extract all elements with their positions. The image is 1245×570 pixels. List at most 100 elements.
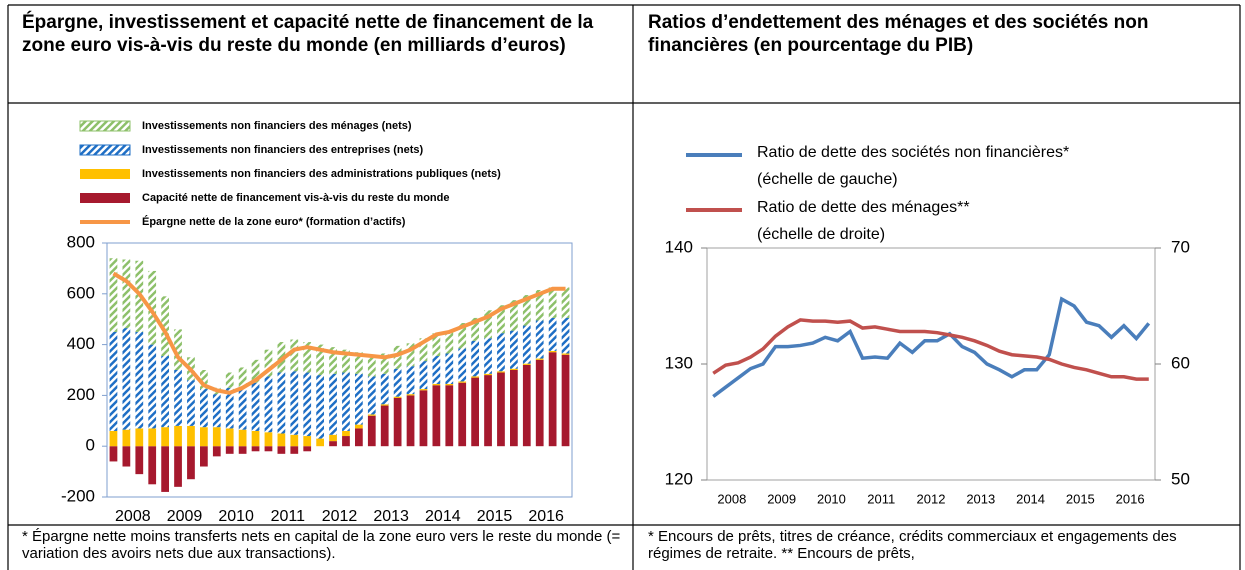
bar-segment [432, 356, 441, 384]
bar-segment [277, 446, 286, 454]
y2-tick-label: 70 [1171, 237, 1190, 256]
bar-segment [548, 350, 557, 353]
bar-segment [380, 404, 389, 406]
bar-segment [290, 371, 299, 435]
bar-segment [522, 295, 531, 326]
bar-segment [303, 446, 312, 452]
bar-segment [277, 433, 286, 447]
bar-segment [122, 328, 131, 430]
right-footnote: * Encours de prêts, titres de créance, c… [648, 528, 1177, 562]
bar-segment [419, 361, 428, 390]
bar-segment [161, 427, 169, 447]
bar-segment [484, 375, 492, 447]
bar-segment [471, 377, 479, 447]
bar-segment [535, 320, 544, 359]
bar-segment [303, 342, 312, 373]
bar-segment [393, 397, 402, 447]
y-tick-label: -200 [61, 486, 95, 505]
bar-segment [264, 432, 273, 447]
bar-segment [161, 296, 169, 357]
bar-segment [135, 331, 144, 429]
bar-segment [290, 339, 299, 372]
x-tick-label: 2009 [167, 508, 203, 525]
bar-segment [212, 446, 221, 457]
bar-segment [406, 343, 415, 367]
bar-segment [535, 289, 544, 321]
bar-segment [522, 364, 531, 447]
bar-segment [445, 353, 454, 384]
bar-segment [355, 424, 363, 429]
bar-segment [200, 446, 208, 467]
bar-segment [471, 317, 479, 341]
legend-note: (échelle de gauche) [757, 171, 898, 188]
bar-segment [290, 434, 299, 447]
bar-segment [225, 446, 234, 454]
bar-segment [367, 414, 376, 416]
x-tick-label: 2008 [717, 491, 746, 506]
savings-line [112, 271, 566, 395]
bar-segment [187, 446, 195, 480]
bar-segment [212, 427, 221, 447]
y2-tick-label: 60 [1171, 353, 1190, 372]
legend-swatch [80, 193, 130, 203]
bar-segment [303, 436, 312, 447]
x-tick-label: 2013 [373, 508, 409, 525]
x-tick-label: 2010 [218, 508, 254, 525]
bar-segment [329, 347, 337, 374]
bar-segment [200, 427, 208, 447]
bar-segment [445, 385, 454, 447]
bar-segment [174, 446, 182, 487]
left-title: Épargne, investissement et capacité nett… [22, 12, 594, 56]
bar-segment [445, 383, 454, 386]
bar-segment [161, 446, 169, 492]
bar-segment [548, 352, 557, 447]
bar-segment [522, 325, 531, 364]
bar-segment [187, 425, 195, 447]
bar-segment [161, 356, 169, 428]
bar-segment [535, 359, 544, 447]
bar-segment [497, 305, 505, 334]
bar-segment [303, 372, 312, 437]
bar-segment [510, 330, 518, 369]
bar-segment [251, 382, 260, 431]
bar-segment [380, 373, 389, 405]
bar-segment [419, 389, 428, 391]
legend-label: Épargne nette de la zone euro* (formatio… [142, 215, 406, 228]
bar-segment [148, 446, 157, 485]
bar-segment [355, 428, 363, 447]
bar-segment [497, 333, 505, 372]
bar-segment [380, 405, 389, 447]
bar-segment [497, 372, 505, 447]
legend-swatch [79, 144, 131, 156]
bar-segment [458, 381, 467, 383]
bar-segment [406, 395, 415, 447]
y2-tick-label: 50 [1171, 469, 1190, 488]
bar-segment [264, 446, 273, 452]
x-tick-label: 2014 [1016, 491, 1045, 506]
legend-label: Investissements non financiers des entre… [142, 144, 424, 156]
bar-segment [342, 430, 350, 437]
legend-label: Capacité nette de financement vis-à-vis … [142, 192, 449, 204]
bar-segment [174, 425, 182, 447]
bar-segment [484, 338, 492, 374]
bar-segment [238, 386, 247, 430]
series-line [712, 318, 1149, 381]
bar-segment [406, 394, 415, 396]
bar-segment [329, 441, 337, 447]
x-tick-label: 2012 [917, 491, 946, 506]
bar-segment [148, 428, 157, 447]
bar-segment [367, 376, 376, 415]
bar-segment [355, 352, 363, 374]
x-tick-label: 2008 [115, 508, 151, 525]
x-tick-label: 2009 [767, 491, 796, 506]
legend-swatch [80, 169, 130, 179]
bar-segment [471, 340, 479, 377]
y-tick-label: 120 [665, 469, 693, 488]
bar-segment [406, 366, 415, 395]
bar-segment [200, 389, 208, 428]
bar-segment [342, 372, 350, 431]
legend-note: (échelle de droite) [757, 226, 885, 243]
bar-segment [316, 375, 324, 439]
